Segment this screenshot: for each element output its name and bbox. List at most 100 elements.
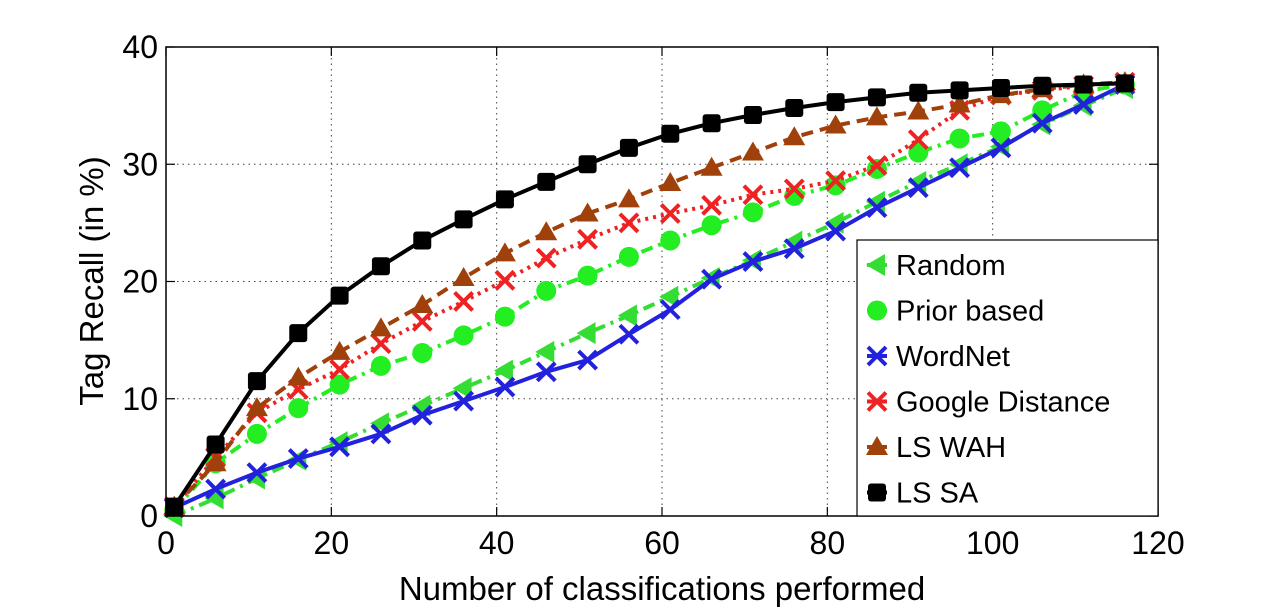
legend-entry-wordnet: WordNet bbox=[866, 341, 1010, 373]
data-point-wordnet bbox=[825, 220, 847, 242]
data-point-prior-based bbox=[494, 306, 515, 327]
data-point-wordnet bbox=[287, 448, 309, 469]
data-point-ls-wah bbox=[741, 141, 764, 161]
data-point-wordnet bbox=[907, 177, 929, 199]
data-point-random bbox=[659, 285, 679, 308]
data-point-wordnet bbox=[246, 462, 268, 484]
legend-label-ls-sa: LS SA bbox=[896, 478, 979, 510]
data-point-ls-sa bbox=[826, 93, 845, 112]
x-tick-label: 100 bbox=[966, 525, 1019, 561]
legend-entry-ls-wah: LS WAH bbox=[866, 432, 1006, 464]
tick-labels: 0 20 40 60 80 100 120 0 10 20 30 40 bbox=[122, 29, 1184, 561]
legend-entry-google-distance: Google Distance bbox=[866, 387, 1110, 419]
data-point-google-distance bbox=[783, 178, 805, 200]
data-point-ls-sa bbox=[867, 88, 886, 107]
series-prior-based bbox=[164, 74, 1135, 521]
data-point-prior-based bbox=[370, 355, 391, 376]
data-point-ls-sa bbox=[1074, 75, 1093, 94]
data-point-google-distance bbox=[494, 269, 516, 291]
data-point-prior-based bbox=[742, 202, 763, 223]
data-point-ls-wah bbox=[411, 293, 434, 313]
data-point-google-distance bbox=[618, 212, 640, 234]
data-point-wordnet bbox=[411, 404, 433, 426]
data-point-ls-wah bbox=[907, 100, 930, 120]
data-point-wordnet bbox=[866, 197, 888, 219]
data-point-prior-based bbox=[908, 142, 929, 163]
data-point-wordnet bbox=[577, 349, 599, 371]
data-point-ls-sa bbox=[743, 106, 762, 125]
data-point-google-distance bbox=[577, 228, 599, 250]
legend-label-wordnet: WordNet bbox=[896, 341, 1010, 373]
data-point-wordnet bbox=[949, 157, 971, 179]
data-point-prior-based bbox=[1032, 100, 1053, 121]
data-point-prior-based bbox=[990, 121, 1011, 142]
data-point-prior-based bbox=[536, 280, 557, 301]
data-point-random bbox=[576, 322, 596, 345]
data-point-random bbox=[452, 377, 472, 400]
data-point-wordnet bbox=[783, 238, 805, 260]
y-axis-title: Tag Recall (in %) bbox=[73, 156, 110, 405]
data-point-ls-sa bbox=[1033, 76, 1052, 95]
legend-box bbox=[856, 239, 1159, 517]
data-point-ls-wah bbox=[204, 452, 227, 472]
legend-entry-random: Random bbox=[866, 250, 1006, 282]
data-point-ls-sa bbox=[247, 372, 266, 391]
data-point-ls-sa bbox=[495, 190, 514, 209]
x-axis-title: Number of classifications performed bbox=[399, 570, 925, 607]
data-point-prior-based bbox=[866, 158, 887, 179]
data-point-random bbox=[493, 359, 513, 382]
data-point-wordnet bbox=[1073, 94, 1095, 115]
series-wordnet bbox=[163, 74, 1136, 519]
data-point-ls-wah bbox=[700, 156, 723, 176]
legend-marker-random bbox=[866, 254, 885, 276]
data-point-prior-based bbox=[577, 265, 598, 286]
data-point-google-distance bbox=[701, 194, 723, 216]
data-point-ls-sa bbox=[206, 435, 225, 454]
legend-label-ls-wah: LS WAH bbox=[896, 432, 1006, 464]
data-point-ls-wah bbox=[369, 317, 392, 337]
data-point-google-distance bbox=[370, 333, 392, 355]
data-point-prior-based bbox=[660, 230, 681, 251]
data-point-wordnet bbox=[535, 361, 557, 383]
data-point-wordnet bbox=[659, 299, 681, 321]
data-point-ls-sa bbox=[619, 138, 638, 157]
data-point-wordnet bbox=[990, 137, 1012, 159]
data-point-ls-sa bbox=[330, 286, 349, 305]
data-point-google-distance bbox=[907, 129, 929, 151]
legend-marker-google-distance bbox=[866, 391, 888, 412]
data-point-prior-based bbox=[246, 423, 267, 444]
data-point-google-distance bbox=[453, 291, 475, 312]
y-tick-label: 40 bbox=[122, 29, 158, 65]
legend-marker-prior-based bbox=[867, 300, 887, 321]
series-layer bbox=[163, 71, 1136, 527]
data-point-google-distance bbox=[866, 155, 888, 176]
data-point-wordnet bbox=[329, 436, 351, 458]
data-point-ls-sa bbox=[578, 155, 597, 174]
data-point-ls-sa bbox=[165, 497, 184, 516]
data-point-wordnet bbox=[494, 376, 516, 398]
legend-entry-prior-based: Prior based bbox=[867, 296, 1044, 328]
data-point-prior-based bbox=[329, 374, 350, 395]
data-point-ls-sa bbox=[991, 79, 1010, 98]
data-point-google-distance bbox=[329, 359, 351, 380]
y-tick-label: 10 bbox=[122, 381, 158, 417]
data-point-prior-based bbox=[825, 175, 846, 196]
data-point-wordnet bbox=[701, 268, 723, 290]
x-tick-label: 60 bbox=[644, 525, 680, 561]
data-point-ls-wah bbox=[452, 266, 475, 286]
data-point-prior-based bbox=[949, 128, 970, 149]
data-point-ls-wah bbox=[245, 397, 268, 417]
x-tick-label: 80 bbox=[810, 525, 846, 561]
data-point-ls-sa bbox=[950, 81, 969, 100]
series-ls-sa bbox=[165, 74, 1134, 516]
data-point-prior-based bbox=[453, 325, 474, 346]
legend-marker-wordnet bbox=[866, 345, 888, 367]
data-point-wordnet bbox=[370, 423, 392, 445]
legend-label-random: Random bbox=[896, 250, 1006, 282]
series-line-prior-based bbox=[172, 82, 1126, 512]
data-point-ls-wah bbox=[865, 106, 888, 126]
data-point-google-distance bbox=[411, 310, 433, 332]
data-point-wordnet bbox=[453, 390, 475, 412]
data-point-ls-sa bbox=[537, 172, 556, 191]
